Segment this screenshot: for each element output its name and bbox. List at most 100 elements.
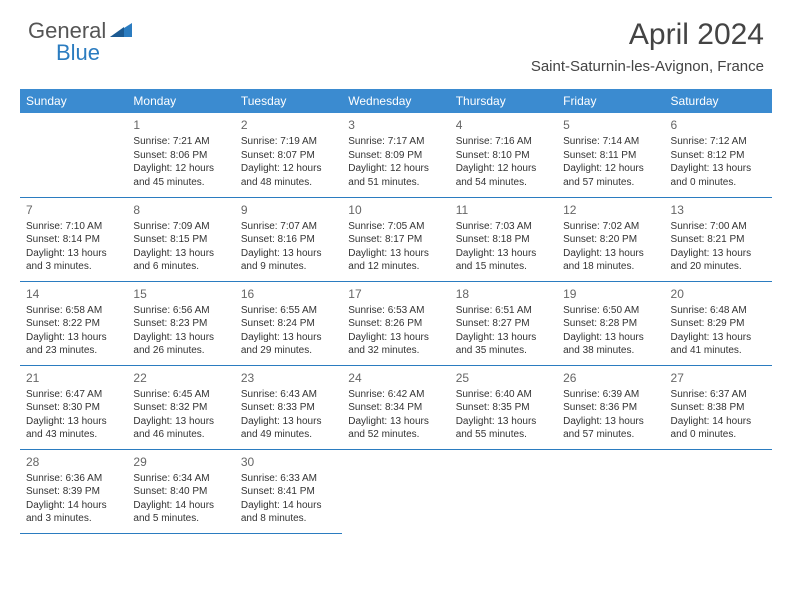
- sunset-text: Sunset: 8:40 PM: [133, 485, 228, 499]
- sunrise-text: Sunrise: 7:16 AM: [456, 135, 551, 149]
- calendar-row: 7Sunrise: 7:10 AMSunset: 8:14 PMDaylight…: [20, 197, 772, 281]
- calendar-cell: [342, 449, 449, 533]
- daylight-text: and 45 minutes.: [133, 176, 228, 190]
- calendar-cell: 27Sunrise: 6:37 AMSunset: 8:38 PMDayligh…: [665, 365, 772, 449]
- sunrise-text: Sunrise: 7:12 AM: [671, 135, 766, 149]
- day-number: 25: [456, 370, 551, 386]
- calendar-cell: 17Sunrise: 6:53 AMSunset: 8:26 PMDayligh…: [342, 281, 449, 365]
- daylight-text: and 8 minutes.: [241, 512, 336, 526]
- calendar-cell: 14Sunrise: 6:58 AMSunset: 8:22 PMDayligh…: [20, 281, 127, 365]
- day-number: 30: [241, 454, 336, 470]
- calendar-cell: 22Sunrise: 6:45 AMSunset: 8:32 PMDayligh…: [127, 365, 234, 449]
- sunrise-text: Sunrise: 6:45 AM: [133, 388, 228, 402]
- calendar-cell: 5Sunrise: 7:14 AMSunset: 8:11 PMDaylight…: [557, 113, 664, 197]
- day-number: 13: [671, 202, 766, 218]
- daylight-text: and 3 minutes.: [26, 260, 121, 274]
- daylight-text: and 46 minutes.: [133, 428, 228, 442]
- daylight-text: Daylight: 12 hours: [563, 162, 658, 176]
- sunrise-text: Sunrise: 6:40 AM: [456, 388, 551, 402]
- sunrise-text: Sunrise: 6:53 AM: [348, 304, 443, 318]
- calendar-cell: 20Sunrise: 6:48 AMSunset: 8:29 PMDayligh…: [665, 281, 772, 365]
- location-subtitle: Saint-Saturnin-les-Avignon, France: [531, 58, 764, 75]
- sunset-text: Sunset: 8:41 PM: [241, 485, 336, 499]
- day-number: 12: [563, 202, 658, 218]
- day-number: 20: [671, 286, 766, 302]
- page-title: April 2024: [531, 18, 764, 52]
- day-number: 29: [133, 454, 228, 470]
- daylight-text: and 15 minutes.: [456, 260, 551, 274]
- day-number: 18: [456, 286, 551, 302]
- sunrise-text: Sunrise: 7:14 AM: [563, 135, 658, 149]
- daylight-text: Daylight: 13 hours: [133, 247, 228, 261]
- day-number: 26: [563, 370, 658, 386]
- daylight-text: Daylight: 13 hours: [348, 415, 443, 429]
- brand-logo: General Blue: [28, 18, 134, 44]
- daylight-text: and 57 minutes.: [563, 176, 658, 190]
- daylight-text: and 26 minutes.: [133, 344, 228, 358]
- calendar-row: 1Sunrise: 7:21 AMSunset: 8:06 PMDaylight…: [20, 113, 772, 197]
- weekday-header: Friday: [557, 89, 664, 113]
- calendar-cell: 15Sunrise: 6:56 AMSunset: 8:23 PMDayligh…: [127, 281, 234, 365]
- daylight-text: and 29 minutes.: [241, 344, 336, 358]
- sunset-text: Sunset: 8:27 PM: [456, 317, 551, 331]
- daylight-text: Daylight: 12 hours: [348, 162, 443, 176]
- sunrise-text: Sunrise: 7:03 AM: [456, 220, 551, 234]
- sunset-text: Sunset: 8:35 PM: [456, 401, 551, 415]
- sunset-text: Sunset: 8:18 PM: [456, 233, 551, 247]
- sunset-text: Sunset: 8:28 PM: [563, 317, 658, 331]
- calendar-cell: 1Sunrise: 7:21 AMSunset: 8:06 PMDaylight…: [127, 113, 234, 197]
- daylight-text: Daylight: 13 hours: [133, 415, 228, 429]
- sunset-text: Sunset: 8:29 PM: [671, 317, 766, 331]
- sunrise-text: Sunrise: 6:58 AM: [26, 304, 121, 318]
- daylight-text: and 3 minutes.: [26, 512, 121, 526]
- daylight-text: and 18 minutes.: [563, 260, 658, 274]
- calendar-body: 1Sunrise: 7:21 AMSunset: 8:06 PMDaylight…: [20, 113, 772, 533]
- sunrise-text: Sunrise: 6:36 AM: [26, 472, 121, 486]
- daylight-text: and 0 minutes.: [671, 428, 766, 442]
- calendar-cell: 21Sunrise: 6:47 AMSunset: 8:30 PMDayligh…: [20, 365, 127, 449]
- sunset-text: Sunset: 8:15 PM: [133, 233, 228, 247]
- daylight-text: Daylight: 14 hours: [671, 415, 766, 429]
- daylight-text: and 5 minutes.: [133, 512, 228, 526]
- day-number: 1: [133, 117, 228, 133]
- day-number: 7: [26, 202, 121, 218]
- sunrise-text: Sunrise: 6:33 AM: [241, 472, 336, 486]
- sunrise-text: Sunrise: 7:00 AM: [671, 220, 766, 234]
- sunrise-text: Sunrise: 6:39 AM: [563, 388, 658, 402]
- daylight-text: Daylight: 13 hours: [456, 331, 551, 345]
- daylight-text: Daylight: 13 hours: [456, 247, 551, 261]
- calendar-cell: 23Sunrise: 6:43 AMSunset: 8:33 PMDayligh…: [235, 365, 342, 449]
- calendar-cell: 12Sunrise: 7:02 AMSunset: 8:20 PMDayligh…: [557, 197, 664, 281]
- weekday-header: Thursday: [450, 89, 557, 113]
- sunset-text: Sunset: 8:36 PM: [563, 401, 658, 415]
- weekday-header: Monday: [127, 89, 234, 113]
- daylight-text: Daylight: 13 hours: [26, 415, 121, 429]
- daylight-text: Daylight: 13 hours: [26, 331, 121, 345]
- daylight-text: Daylight: 14 hours: [133, 499, 228, 513]
- day-number: 6: [671, 117, 766, 133]
- sunrise-text: Sunrise: 6:50 AM: [563, 304, 658, 318]
- daylight-text: Daylight: 13 hours: [348, 331, 443, 345]
- day-number: 16: [241, 286, 336, 302]
- sunset-text: Sunset: 8:32 PM: [133, 401, 228, 415]
- calendar-cell: 7Sunrise: 7:10 AMSunset: 8:14 PMDaylight…: [20, 197, 127, 281]
- daylight-text: Daylight: 13 hours: [563, 247, 658, 261]
- calendar-row: 28Sunrise: 6:36 AMSunset: 8:39 PMDayligh…: [20, 449, 772, 533]
- daylight-text: Daylight: 13 hours: [241, 331, 336, 345]
- calendar-cell: 3Sunrise: 7:17 AMSunset: 8:09 PMDaylight…: [342, 113, 449, 197]
- calendar-cell: 8Sunrise: 7:09 AMSunset: 8:15 PMDaylight…: [127, 197, 234, 281]
- sunrise-text: Sunrise: 7:07 AM: [241, 220, 336, 234]
- calendar-cell: 25Sunrise: 6:40 AMSunset: 8:35 PMDayligh…: [450, 365, 557, 449]
- sunset-text: Sunset: 8:30 PM: [26, 401, 121, 415]
- day-number: 5: [563, 117, 658, 133]
- calendar-table: Sunday Monday Tuesday Wednesday Thursday…: [20, 89, 772, 534]
- calendar-cell: 6Sunrise: 7:12 AMSunset: 8:12 PMDaylight…: [665, 113, 772, 197]
- weekday-header: Tuesday: [235, 89, 342, 113]
- calendar-cell: 26Sunrise: 6:39 AMSunset: 8:36 PMDayligh…: [557, 365, 664, 449]
- daylight-text: Daylight: 13 hours: [671, 247, 766, 261]
- sunrise-text: Sunrise: 6:51 AM: [456, 304, 551, 318]
- weekday-header: Sunday: [20, 89, 127, 113]
- weekday-header: Saturday: [665, 89, 772, 113]
- daylight-text: Daylight: 13 hours: [241, 415, 336, 429]
- calendar-cell: 9Sunrise: 7:07 AMSunset: 8:16 PMDaylight…: [235, 197, 342, 281]
